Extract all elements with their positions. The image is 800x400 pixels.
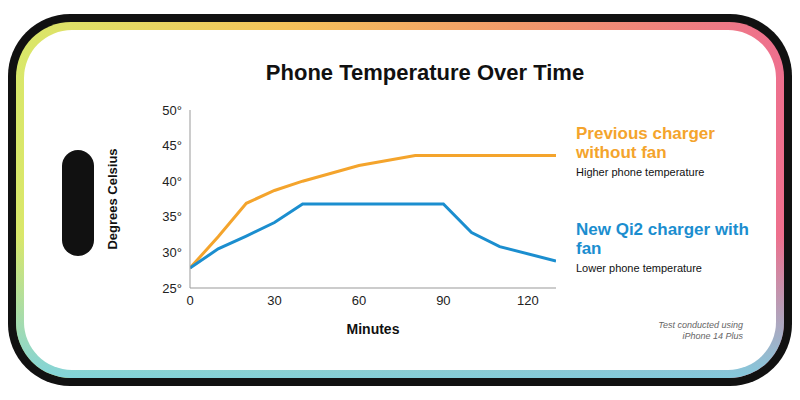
svg-text:25°: 25° xyxy=(162,281,182,296)
svg-text:60: 60 xyxy=(352,293,366,308)
html-text:Previous charger without fan: Previous charger without fan xyxy=(576,124,715,162)
html-text:Phone Temperature Over Time: Phone Temperature Over Time xyxy=(265,60,585,85)
svg-text:30: 30 xyxy=(267,293,281,308)
svg-text:30°: 30° xyxy=(162,245,182,260)
svg-text:40°: 40° xyxy=(162,174,182,189)
svg-text:Minutes: Minutes xyxy=(347,321,400,337)
svg-text:50°: 50° xyxy=(162,103,182,118)
svg-text:45°: 45° xyxy=(162,138,182,153)
svg-text:120: 120 xyxy=(517,293,539,308)
svg-text:90: 90 xyxy=(436,293,450,308)
html-text:New Qi2 charger with fan: New Qi2 charger with fan xyxy=(576,220,749,258)
html-text:Higher phone temperature: Higher phone temperature xyxy=(576,166,705,178)
html-text:Test conducted using iPhone 14: Test conducted using iPhone 14 Plus xyxy=(658,320,743,341)
svg-text:35°: 35° xyxy=(162,209,182,224)
html-text:Lower phone temperature: Lower phone temperature xyxy=(576,262,702,274)
svg-text:Degrees Celsius: Degrees Celsius xyxy=(105,148,120,249)
svg-text:0: 0 xyxy=(186,293,193,308)
